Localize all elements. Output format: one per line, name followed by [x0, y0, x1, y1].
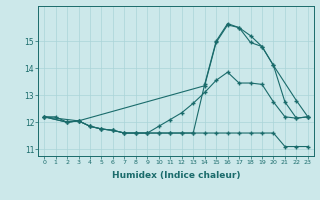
X-axis label: Humidex (Indice chaleur): Humidex (Indice chaleur): [112, 171, 240, 180]
